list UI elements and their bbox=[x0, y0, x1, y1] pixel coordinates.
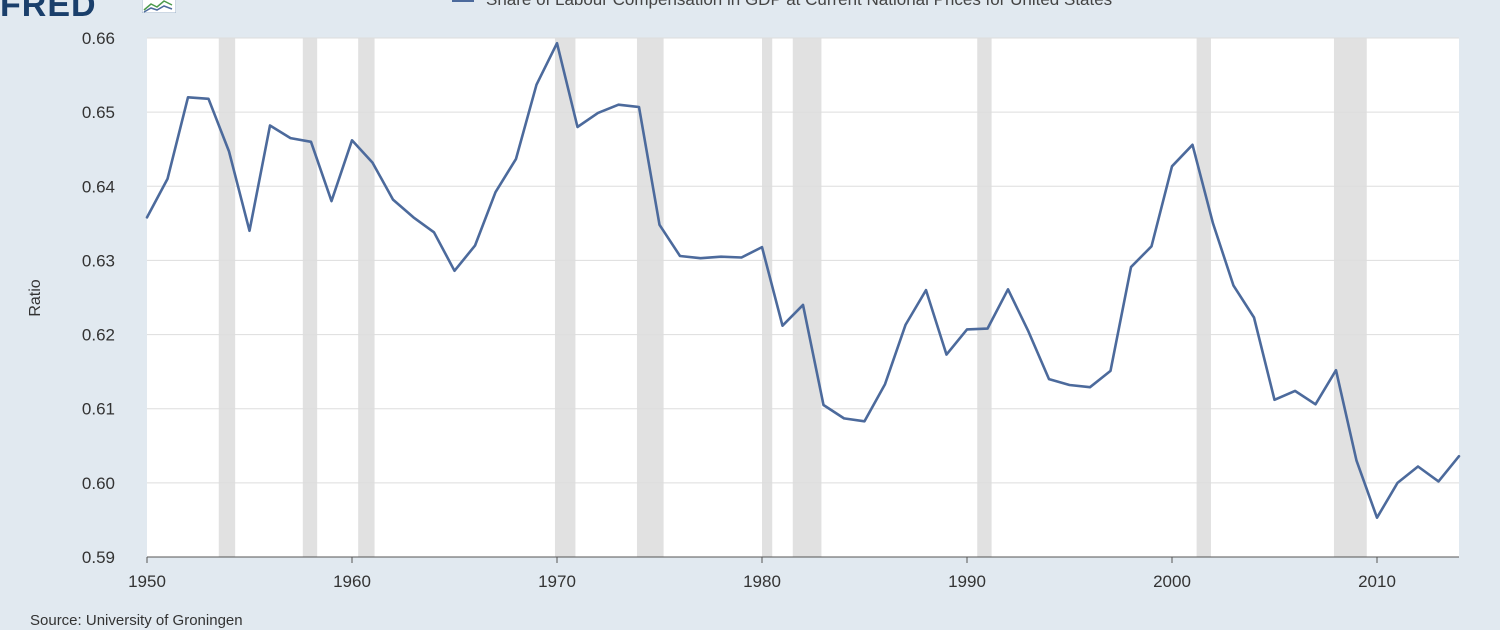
tick-labels: 0.59 0.60 0.61 0.62 0.63 0.64 0.65 0.66 1950 1960… bbox=[82, 29, 1396, 591]
y-tick-label: 0.64 bbox=[82, 177, 115, 196]
recession-band bbox=[554, 38, 576, 557]
x-tick-label: 1960 bbox=[333, 572, 371, 591]
x-tick-label: 1990 bbox=[948, 572, 986, 591]
x-tick-label: 1970 bbox=[538, 572, 576, 591]
y-tick-label: 0.66 bbox=[82, 29, 115, 48]
recession-band bbox=[977, 38, 992, 557]
series-line[interactable] bbox=[145, 41, 1461, 520]
y-tick-label: 0.60 bbox=[82, 474, 115, 493]
recession-band bbox=[358, 38, 375, 557]
chart-legend[interactable]: Share of Labour Compensation in GDP at C… bbox=[452, 0, 1112, 10]
logo-text: FRED bbox=[0, 0, 97, 24]
legend-label: Share of Labour Compensation in GDP at C… bbox=[486, 0, 1112, 10]
legend-swatch bbox=[452, 0, 474, 2]
gridlines bbox=[147, 37, 1459, 484]
y-tick-label: 0.65 bbox=[82, 103, 115, 122]
recession-band bbox=[302, 38, 318, 557]
recession-band bbox=[1196, 38, 1211, 557]
recession-band bbox=[792, 38, 822, 557]
x-tick-label: 1980 bbox=[743, 572, 781, 591]
recession-shading bbox=[218, 38, 1367, 557]
y-tick-label: 0.61 bbox=[82, 400, 115, 419]
source-note: Source: University of Groningen bbox=[30, 612, 243, 629]
x-tick-label: 2010 bbox=[1358, 572, 1396, 591]
axes bbox=[146, 556, 1459, 563]
logo-graph-icon bbox=[142, 0, 176, 13]
y-tick-label: 0.62 bbox=[82, 326, 115, 345]
series-layer bbox=[145, 41, 1461, 520]
recession-band bbox=[762, 38, 773, 557]
recession-band bbox=[218, 38, 236, 557]
y-axis-label: Ratio bbox=[27, 279, 44, 317]
fred-logo: FRED bbox=[0, 0, 97, 25]
x-tick-label: 1950 bbox=[128, 572, 166, 591]
y-tick-label: 0.59 bbox=[82, 548, 115, 567]
y-tick-label: 0.63 bbox=[82, 251, 115, 270]
x-tick-label: 2000 bbox=[1153, 572, 1191, 591]
